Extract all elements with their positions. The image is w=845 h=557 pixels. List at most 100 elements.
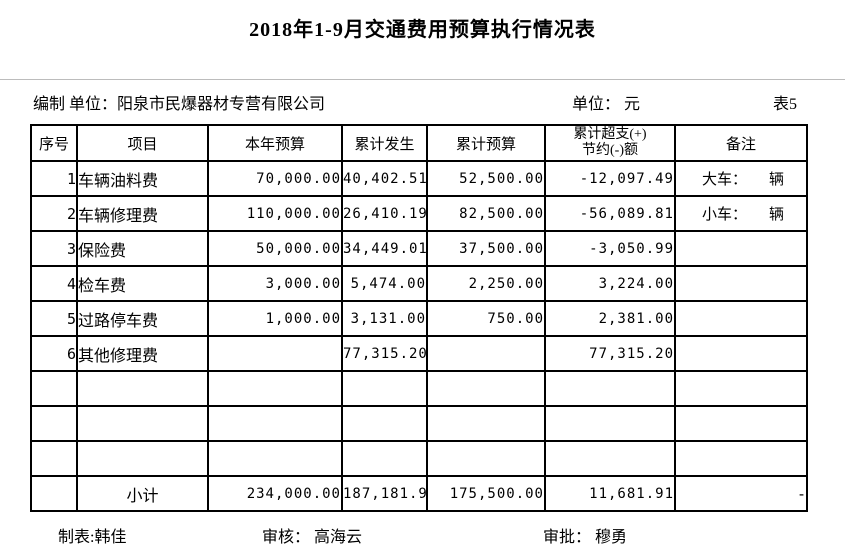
cell-annual-budget: 110,000.00 — [207, 195, 343, 232]
cell-note — [674, 370, 808, 407]
cell-cumulative-budget: 750.00 — [426, 300, 546, 337]
subtotal-cumulative-actual: 187,181.91 — [341, 475, 428, 512]
cell-note — [674, 265, 808, 302]
cell-variance: -3,050.99 — [544, 230, 676, 267]
cell-item: 过路停车费 — [76, 300, 209, 337]
note-left: 大车： — [702, 172, 748, 188]
cell-note: 大车： 辆 — [674, 160, 808, 197]
cell-cumulative-actual: 26,410.19 — [341, 195, 428, 232]
cell-note — [674, 230, 808, 267]
cell-note — [674, 440, 808, 477]
cell-annual-budget: 3,000.00 — [207, 265, 343, 302]
table-row-empty — [30, 405, 808, 442]
currency-unit-label: 单位： 元 — [572, 96, 641, 113]
cell-annual-budget — [207, 405, 343, 442]
cell-cumulative-actual — [341, 370, 428, 407]
subtotal-note: - — [674, 475, 808, 512]
table-row-empty — [30, 370, 808, 407]
cell-cumulative-actual — [341, 405, 428, 442]
cell-item — [76, 405, 209, 442]
subtotal-cumulative-budget: 175,500.00 — [426, 475, 546, 512]
col-header-cumulative-budget: 累计预算 — [426, 124, 546, 162]
col-header-variance: 累计超支(+) 节约(-)额 — [544, 124, 676, 162]
header-row: 序号 项目 本年预算 累计发生 累计预算 累计超支(+) 节约(-)额 备注 — [30, 124, 808, 162]
cell-cumulative-budget: 82,500.00 — [426, 195, 546, 232]
prepared-by-label: 编制 单位：阳泉市民爆器材专营有限公司 — [33, 96, 326, 113]
cell-cumulative-budget — [426, 405, 546, 442]
cell-variance: 77,315.20 — [544, 335, 676, 372]
cell-item: 检车费 — [76, 265, 209, 302]
top-divider-line — [0, 79, 845, 80]
col-header-cumulative-actual: 累计发生 — [341, 124, 428, 162]
col-header-seq: 序号 — [30, 124, 78, 162]
budget-table: 序号 项目 本年预算 累计发生 累计预算 累计超支(+) 节约(-)额 备注 1… — [30, 124, 808, 512]
cell-seq — [30, 405, 78, 442]
page-title: 2018年1-9月交通费用预算执行情况表 — [249, 19, 596, 41]
subtotal-annual-budget: 234,000.00 — [207, 475, 343, 512]
cell-variance: 2,381.00 — [544, 300, 676, 337]
cell-cumulative-actual: 77,315.20 — [341, 335, 428, 372]
cell-seq — [30, 475, 78, 512]
cell-variance — [544, 370, 676, 407]
cell-item: 其他修理费 — [76, 335, 209, 372]
table-row-empty — [30, 440, 808, 477]
table-row: 2 车辆修理费 110,000.00 26,410.19 82,500.00 -… — [30, 195, 808, 232]
cell-cumulative-actual: 34,449.01 — [341, 230, 428, 267]
cell-cumulative-budget — [426, 440, 546, 477]
col-header-annual-budget: 本年预算 — [207, 124, 343, 162]
cell-cumulative-budget: 37,500.00 — [426, 230, 546, 267]
cell-variance: 3,224.00 — [544, 265, 676, 302]
cell-seq: 6 — [30, 335, 78, 372]
cell-seq — [30, 440, 78, 477]
cell-cumulative-budget — [426, 335, 546, 372]
cell-cumulative-budget — [426, 370, 546, 407]
cell-cumulative-budget: 52,500.00 — [426, 160, 546, 197]
table-row: 4 检车费 3,000.00 5,474.00 2,250.00 3,224.0… — [30, 265, 808, 302]
col-header-item: 项目 — [76, 124, 209, 162]
cell-item: 车辆修理费 — [76, 195, 209, 232]
col-header-note: 备注 — [674, 124, 808, 162]
cell-annual-budget: 1,000.00 — [207, 300, 343, 337]
table-row: 5 过路停车费 1,000.00 3,131.00 750.00 2,381.0… — [30, 300, 808, 337]
subtotal-label: 小计 — [76, 475, 209, 512]
cell-variance: -56,089.81 — [544, 195, 676, 232]
cell-variance — [544, 440, 676, 477]
note-right: 辆 — [768, 172, 784, 188]
cell-annual-budget: 70,000.00 — [207, 160, 343, 197]
cell-item: 保险费 — [76, 230, 209, 267]
cell-cumulative-actual: 40,402.51 — [341, 160, 428, 197]
reviewer-label: 审核： 高海云 — [262, 529, 363, 546]
cell-seq: 5 — [30, 300, 78, 337]
table-row: 3 保险费 50,000.00 34,449.01 37,500.00 -3,0… — [30, 230, 808, 267]
cell-item: 车辆油料费 — [76, 160, 209, 197]
subtotal-row: 小计 234,000.00 187,181.91 175,500.00 11,6… — [30, 475, 808, 512]
maker-label: 制表:韩佳 — [58, 529, 127, 546]
cell-annual-budget — [207, 440, 343, 477]
cell-seq: 3 — [30, 230, 78, 267]
note-left: 小车： — [702, 207, 748, 223]
cell-cumulative-actual — [341, 440, 428, 477]
table-row: 6 其他修理费 77,315.20 77,315.20 — [30, 335, 808, 372]
cell-note — [674, 300, 808, 337]
cell-note: 小车： 辆 — [674, 195, 808, 232]
cell-seq: 2 — [30, 195, 78, 232]
cell-note — [674, 405, 808, 442]
cell-cumulative-actual: 5,474.00 — [341, 265, 428, 302]
table-row: 1 车辆油料费 70,000.00 40,402.51 52,500.00 -1… — [30, 160, 808, 197]
subtotal-variance: 11,681.91 — [544, 475, 676, 512]
cell-cumulative-budget: 2,250.00 — [426, 265, 546, 302]
approver-label: 审批： 穆勇 — [543, 529, 628, 546]
cell-item — [76, 370, 209, 407]
cell-variance — [544, 405, 676, 442]
note-right: 辆 — [768, 207, 784, 223]
cell-seq — [30, 370, 78, 407]
cell-annual-budget — [207, 335, 343, 372]
cell-variance: -12,097.49 — [544, 160, 676, 197]
cell-seq: 1 — [30, 160, 78, 197]
cell-annual-budget: 50,000.00 — [207, 230, 343, 267]
cell-item — [76, 440, 209, 477]
cell-note — [674, 335, 808, 372]
sheet-number-label: 表5 — [773, 96, 798, 113]
cell-seq: 4 — [30, 265, 78, 302]
